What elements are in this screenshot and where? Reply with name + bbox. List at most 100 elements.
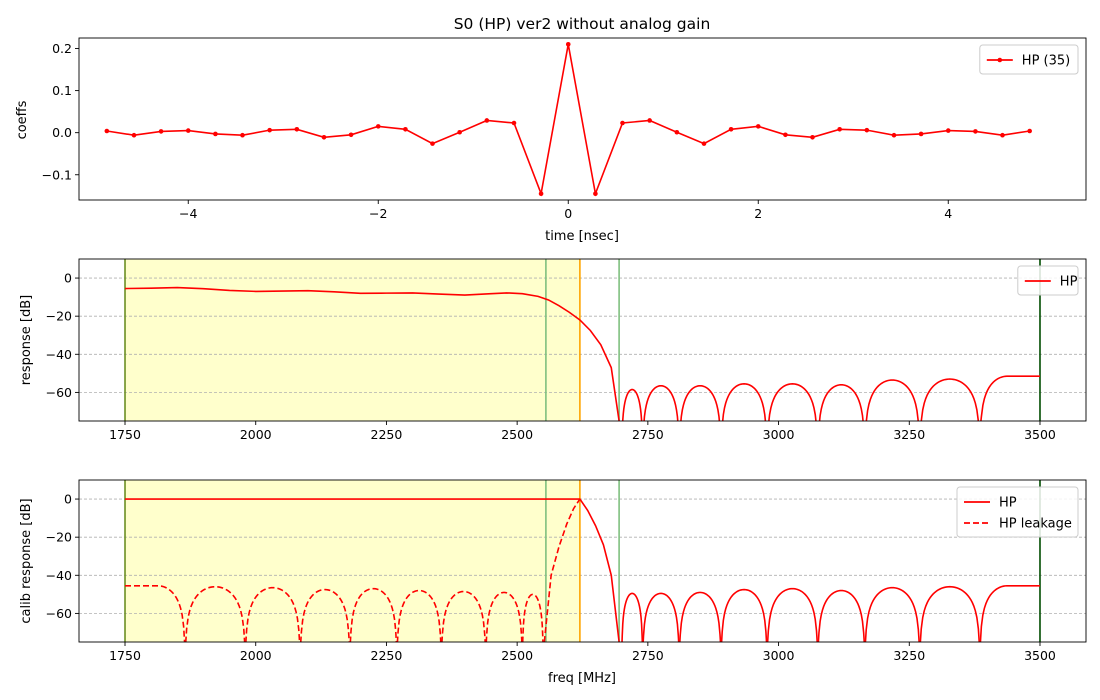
response-ylabel: response [dB] — [19, 295, 34, 386]
calib-panel: calib response [dB] freq [MHz] 1750 2000 2… — [19, 479, 1087, 686]
x-tick-label: 3250 — [893, 427, 925, 442]
sidelobe-curve — [396, 589, 442, 642]
x-tick-label: 2500 — [501, 648, 533, 663]
x-tick-label: 4 — [944, 206, 952, 221]
sidelobe-curve — [721, 383, 767, 421]
legend: HP HP leakage — [956, 486, 1079, 538]
x-tick-label: 3500 — [1024, 427, 1056, 442]
data-point — [403, 127, 408, 132]
data-point — [565, 42, 571, 47]
data-point — [755, 124, 761, 129]
y-tick-label: −0.1 — [42, 167, 72, 182]
sidelobe-curve — [920, 378, 980, 421]
x-tick-label: 2250 — [371, 427, 403, 442]
data-point — [484, 118, 490, 123]
data-point — [348, 132, 354, 138]
data-point — [457, 129, 462, 135]
coeffs-ylabel: coeffs — [15, 100, 30, 139]
legend-marker — [997, 57, 1003, 63]
y-tick-label: 0 — [64, 492, 72, 507]
sidelobe-curve — [864, 586, 920, 642]
sidelobe-curve — [768, 383, 817, 421]
y-tick-label: 0.1 — [52, 83, 72, 98]
data-point — [1000, 132, 1005, 138]
sidelobe-curve — [919, 585, 981, 642]
legend-label: HP leakage — [999, 517, 1072, 532]
x-tick-label: 2750 — [632, 648, 664, 663]
data-point — [131, 132, 137, 138]
x-tick-label: 2000 — [240, 648, 272, 663]
x-tick-label: 3500 — [1024, 648, 1056, 663]
y-tick-label: 0.2 — [52, 41, 72, 56]
x-tick-label: 2750 — [632, 427, 664, 442]
data-point — [375, 124, 381, 129]
plot-area — [79, 259, 1086, 421]
passband-shade — [125, 259, 580, 421]
sidelobe-curve — [818, 383, 864, 421]
x-tick-label: 2 — [754, 206, 762, 221]
axes-frame — [78, 479, 1087, 643]
data-point — [158, 129, 164, 134]
sidelobe-curve — [979, 584, 1040, 642]
sidelobe-curve — [680, 384, 721, 421]
y-tick-label: 0 — [64, 271, 72, 286]
data-point — [321, 135, 327, 140]
data-point — [294, 127, 300, 132]
data-point — [185, 128, 191, 133]
calib-ylabel: calib response [dB] — [19, 498, 34, 623]
data-point — [511, 120, 517, 126]
sidelobe-curve — [299, 588, 351, 642]
legend-box — [956, 486, 1079, 538]
sidelobe-curve — [349, 587, 398, 642]
response-panel: response [dB] 1750 2000 2250 2500 2750 3000 32… — [19, 258, 1087, 442]
sidelobe-curve — [720, 588, 768, 642]
sidelobe-curve — [865, 379, 920, 421]
data-point — [240, 132, 245, 138]
y-tick-label: 0.0 — [52, 125, 72, 140]
x-tick-label: 3000 — [763, 427, 795, 442]
data-point — [104, 128, 110, 134]
sidelobe-curve — [245, 586, 301, 642]
data-point — [810, 135, 815, 140]
legend: HP — [1017, 265, 1079, 296]
sidelobe-curve — [125, 584, 186, 642]
y-tick-label: −40 — [46, 568, 72, 583]
data-point — [701, 141, 707, 146]
y-tick-label: −40 — [46, 347, 72, 362]
y-tick-label: −60 — [46, 385, 72, 400]
sidelobe-curve — [184, 585, 246, 642]
data-point — [728, 127, 734, 132]
data-point — [538, 191, 544, 196]
x-tick-label: 2000 — [240, 427, 272, 442]
legend: HP (35) — [979, 44, 1079, 75]
y-tick-label: −60 — [46, 606, 72, 621]
data-point — [620, 120, 625, 126]
passband-shade — [125, 480, 580, 642]
x-tick-label: 2250 — [371, 648, 403, 663]
legend-label: HP — [1060, 275, 1078, 290]
sidelobe-curve — [621, 388, 643, 421]
data-point — [647, 118, 652, 123]
data-point — [891, 132, 897, 138]
x-tick-label: 1750 — [109, 427, 141, 442]
data-point — [267, 127, 272, 133]
sidelobe-curve — [642, 592, 680, 642]
figure-title: S0 (HP) ver2 without analog gain — [454, 15, 711, 33]
x-tick-label: 1750 — [109, 648, 141, 663]
calib-xlabel: freq [MHz] — [548, 671, 616, 686]
sidelobe-curve — [621, 592, 644, 642]
x-tick-label: 2500 — [501, 427, 533, 442]
data-point — [864, 127, 870, 133]
x-tick-label: −2 — [369, 206, 387, 221]
y-tick-label: −20 — [46, 309, 72, 324]
data-point — [674, 129, 680, 135]
sidelobe-curve — [817, 589, 866, 642]
sidelobe-curve — [643, 384, 679, 421]
sidelobe-curve — [766, 587, 818, 642]
x-tick-label: −4 — [179, 206, 197, 221]
data-point — [918, 131, 924, 137]
x-tick-label: 3250 — [893, 648, 925, 663]
data-point — [1027, 128, 1032, 134]
data-point — [945, 128, 951, 133]
